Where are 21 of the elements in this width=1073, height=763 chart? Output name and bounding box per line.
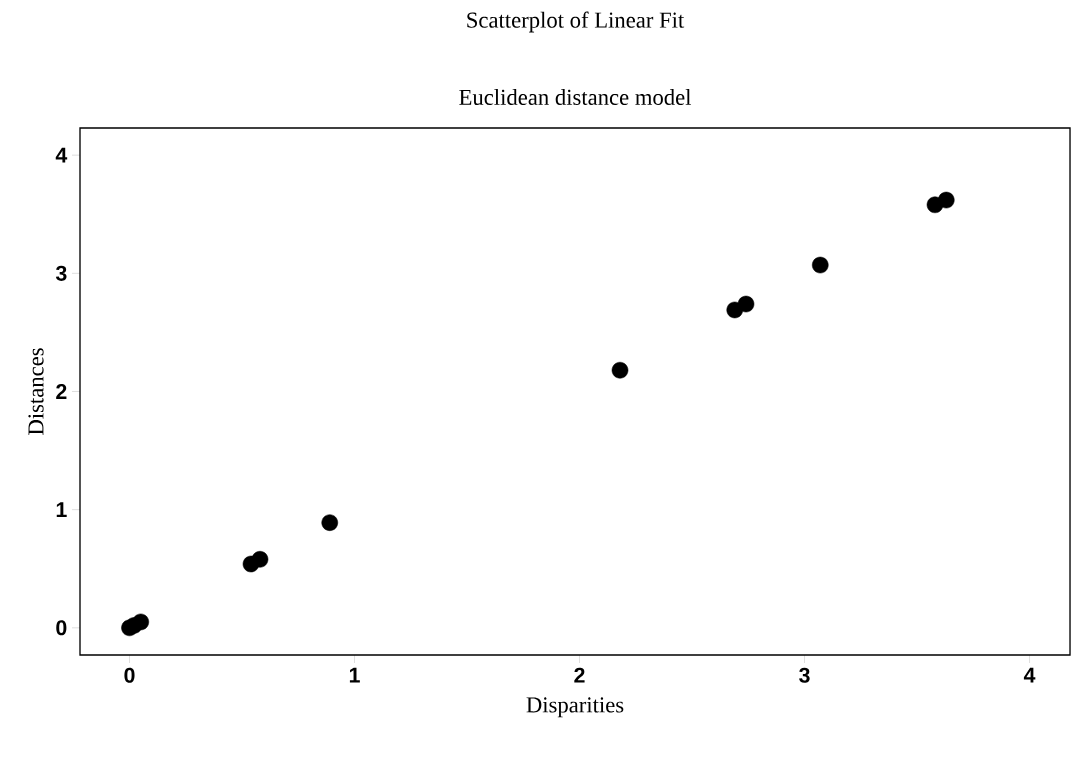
y-tick-label: 3	[55, 265, 67, 281]
x-axis-title: Disparities	[526, 697, 624, 718]
x-tick-label: 0	[124, 667, 135, 683]
y-tick-label: 2	[56, 384, 67, 399]
point	[251, 551, 269, 568]
y-tick-label: 4	[55, 147, 68, 163]
point	[132, 613, 150, 631]
x-tick-label: 1	[349, 667, 360, 683]
point	[611, 361, 629, 379]
y-tick-label: 1	[56, 502, 67, 517]
chart-title: Scatterplot of Linear Fit	[467, 11, 685, 33]
chart-subtitle: Euclidean distance model	[459, 89, 692, 105]
point	[811, 256, 829, 274]
x-tick-label: 2	[574, 667, 585, 683]
y-tick-label: 0	[56, 620, 67, 636]
x-tick-label: 3	[799, 667, 810, 683]
y-axis-title: Distances	[28, 348, 44, 435]
x-tick-label: 4	[1023, 667, 1036, 683]
point	[937, 191, 955, 209]
point	[321, 514, 339, 531]
point	[737, 295, 755, 313]
